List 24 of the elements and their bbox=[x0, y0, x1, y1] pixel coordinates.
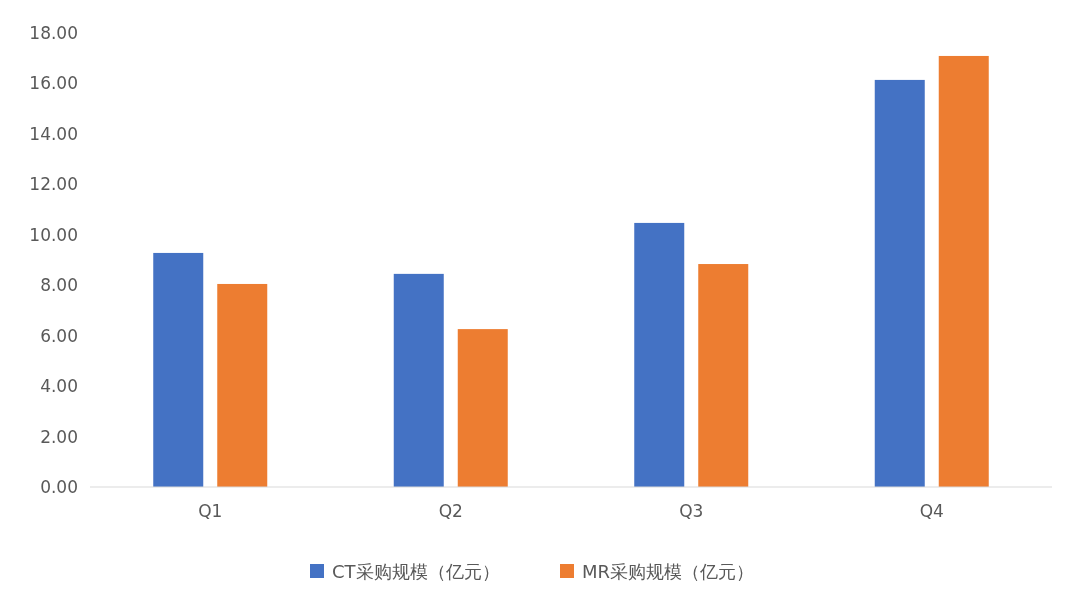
x-tick-label: Q2 bbox=[438, 501, 463, 521]
bar bbox=[153, 252, 204, 487]
y-tick-label: 6.00 bbox=[40, 325, 78, 346]
legend-label: MR采购规模（亿元） bbox=[582, 561, 755, 583]
bar bbox=[393, 273, 444, 487]
y-tick-label: 16.00 bbox=[29, 73, 78, 94]
bar bbox=[457, 329, 508, 487]
y-tick-label: 0.00 bbox=[40, 476, 78, 497]
legend-label: CT采购规模（亿元） bbox=[332, 561, 500, 583]
x-tick-label: Q1 bbox=[198, 501, 223, 521]
bar bbox=[217, 283, 268, 487]
y-tick-label: 18.00 bbox=[29, 22, 78, 43]
y-tick-label: 14.00 bbox=[29, 123, 78, 144]
bar bbox=[874, 79, 925, 487]
y-tick-label: 2.00 bbox=[40, 426, 78, 447]
x-tick-label: Q4 bbox=[919, 501, 944, 521]
bar bbox=[938, 55, 989, 487]
y-tick-label: 4.00 bbox=[40, 376, 78, 397]
x-tick-label: Q3 bbox=[679, 501, 704, 521]
y-tick-label: 10.00 bbox=[29, 224, 78, 245]
bar bbox=[634, 222, 685, 487]
y-tick-label: 12.00 bbox=[29, 174, 78, 195]
y-tick-label: 8.00 bbox=[40, 275, 78, 296]
bar bbox=[698, 264, 749, 487]
